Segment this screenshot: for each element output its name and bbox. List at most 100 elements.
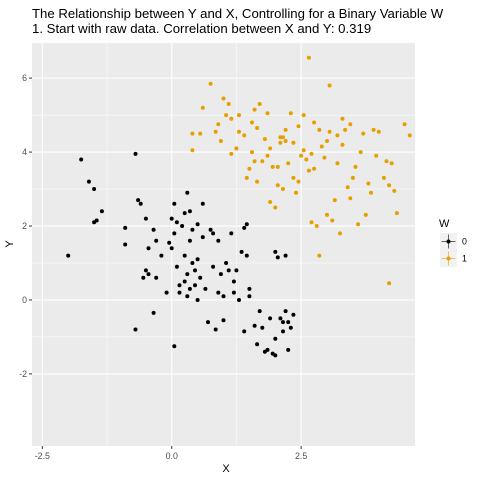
data-point-w0 <box>260 325 265 330</box>
data-point-w1 <box>190 148 195 153</box>
data-point-w1 <box>229 116 234 121</box>
data-point-w0 <box>123 225 128 230</box>
data-point-w0 <box>182 253 187 258</box>
data-point-w1 <box>260 159 265 164</box>
x-axis-title: X <box>222 463 230 475</box>
data-point-w1 <box>317 253 322 258</box>
data-point-w0 <box>213 327 218 332</box>
data-point-w0 <box>288 325 293 330</box>
data-point-w0 <box>273 336 278 341</box>
data-point-w1 <box>288 111 293 116</box>
data-point-w1 <box>348 196 353 201</box>
data-point-w1 <box>255 126 260 130</box>
data-point-w1 <box>407 133 412 138</box>
data-point-w1 <box>281 135 285 140</box>
data-point-w1 <box>327 129 332 134</box>
data-point-w0 <box>172 201 177 206</box>
data-point-w1 <box>381 175 386 180</box>
legend: W 01 <box>439 218 467 267</box>
data-point-w1 <box>242 133 247 138</box>
data-point-w1 <box>255 179 260 184</box>
x-axis: -2.5 0.0 2.5 <box>35 446 307 461</box>
data-point-w1 <box>325 212 329 217</box>
data-point-w0 <box>190 227 195 232</box>
data-point-w1 <box>402 122 407 127</box>
data-point-w0 <box>283 253 288 258</box>
data-point-w1 <box>270 164 275 169</box>
data-point-w0 <box>187 238 192 243</box>
data-point-w0 <box>291 312 296 317</box>
data-point-w0 <box>187 209 192 214</box>
data-point-w0 <box>200 201 205 206</box>
data-point-w1 <box>226 102 231 106</box>
y-axis: -2 0 2 4 6 <box>19 73 32 379</box>
data-point-w0 <box>257 309 262 314</box>
data-point-w1 <box>330 218 335 223</box>
data-point-w0 <box>211 264 216 269</box>
data-point-w0 <box>123 242 128 247</box>
data-point-w0 <box>187 286 192 291</box>
data-point-w1 <box>356 222 361 227</box>
data-point-w1 <box>348 122 353 127</box>
data-point-w0 <box>99 209 104 214</box>
data-point-w1 <box>252 107 257 112</box>
data-point-w1 <box>213 129 218 134</box>
data-point-w0 <box>151 227 156 232</box>
data-point-w0 <box>244 253 249 258</box>
data-point-w0 <box>237 298 241 302</box>
data-point-w1 <box>250 150 254 155</box>
data-point-w1 <box>319 144 324 149</box>
legend-label: 1 <box>462 254 467 264</box>
data-point-w1 <box>322 155 327 160</box>
data-point-w1 <box>353 164 358 169</box>
data-point-w1 <box>306 55 311 60</box>
data-point-w1 <box>327 83 332 88</box>
data-point-w1 <box>299 153 304 158</box>
data-point-w0 <box>218 272 223 277</box>
data-point-w1 <box>312 120 317 125</box>
data-point-w0 <box>255 342 260 347</box>
legend-label: 0 <box>462 237 467 247</box>
data-point-w1 <box>345 185 350 190</box>
data-point-w0 <box>185 190 190 195</box>
data-point-w1 <box>343 127 348 132</box>
data-point-w1 <box>340 116 345 121</box>
data-point-w0 <box>216 238 221 243</box>
data-point-w1 <box>325 139 329 143</box>
data-point-w0 <box>231 279 236 284</box>
data-point-w0 <box>146 246 151 251</box>
data-point-w1 <box>392 188 397 193</box>
data-point-w1 <box>268 146 273 151</box>
data-point-w1 <box>237 113 241 118</box>
data-point-w1 <box>283 127 288 132</box>
data-point-w0 <box>66 253 71 258</box>
data-point-w0 <box>174 264 179 269</box>
data-point-w0 <box>195 257 200 262</box>
data-point-w1 <box>296 179 301 184</box>
data-point-w1 <box>366 181 371 186</box>
data-point-w0 <box>273 249 278 254</box>
data-point-w1 <box>291 140 296 145</box>
data-point-w0 <box>193 283 197 288</box>
legend-keys: 01 <box>440 233 467 267</box>
minor-gridlines <box>32 43 415 446</box>
data-point-w0 <box>136 198 141 203</box>
data-point-w1 <box>338 231 342 236</box>
x-tick-label: -2.5 <box>35 451 50 461</box>
data-point-w1 <box>358 150 363 155</box>
data-point-w0 <box>281 329 285 334</box>
data-point-w0 <box>198 275 203 280</box>
data-point-w0 <box>203 286 208 291</box>
data-point-w0 <box>211 231 216 236</box>
data-point-w0 <box>242 329 247 334</box>
data-point-w0 <box>283 309 288 314</box>
y-axis-title: Y <box>4 240 16 248</box>
data-point-w0 <box>247 286 252 291</box>
data-point-w0 <box>79 157 84 162</box>
legend-title: W <box>439 218 450 230</box>
data-point-w0 <box>216 290 221 295</box>
data-point-w1 <box>208 81 213 86</box>
data-point-w0 <box>177 283 182 288</box>
data-point-w0 <box>169 216 174 221</box>
data-point-w0 <box>172 231 177 236</box>
